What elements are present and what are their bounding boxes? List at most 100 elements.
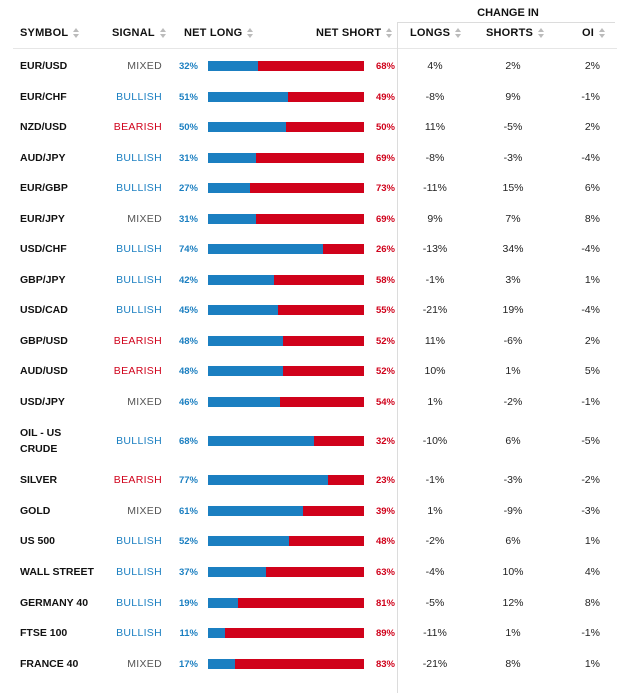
net-short-value: 48% (375, 535, 395, 547)
sentiment-bar (208, 649, 364, 679)
oi-change-cell: -3% (581, 505, 600, 517)
oi-change-cell: -5% (581, 435, 600, 447)
column-header-net-long[interactable]: NET LONG (184, 27, 254, 39)
symbol-cell[interactable]: GBP/JPY (20, 274, 66, 286)
symbol-cell[interactable]: EUR/USD (20, 60, 68, 72)
table-row[interactable]: GERMANY 40 BULLISH 19% 81% -5% 12% 8% (0, 588, 617, 618)
longs-change-cell: -10% (422, 435, 448, 447)
shorts-change-cell: -9% (503, 505, 523, 517)
symbol-cell[interactable]: GOLD (20, 505, 51, 517)
column-header-longs[interactable]: LONGS (410, 27, 462, 39)
sentiment-bar (208, 265, 364, 295)
symbol-cell[interactable]: SILVER (20, 474, 58, 486)
net-long-bar (208, 153, 256, 163)
symbol-cell[interactable]: GERMANY 40 (20, 597, 89, 609)
sentiment-bar (208, 418, 364, 464)
shorts-change-cell: -3% (503, 152, 523, 164)
net-long-bar (208, 61, 258, 71)
signal-cell: MIXED (127, 396, 162, 408)
longs-change-cell: 9% (427, 213, 443, 225)
symbol-cell[interactable]: USD/JPY (20, 396, 65, 408)
symbol-cell[interactable]: USD/CHF (20, 243, 67, 255)
symbol-cell[interactable]: EUR/JPY (20, 213, 65, 225)
table-row[interactable]: AUD/JPY BULLISH 31% 69% -8% -3% -4% (0, 143, 617, 173)
longs-change-cell: -1% (425, 474, 445, 486)
column-header-oi[interactable]: OI (582, 27, 606, 39)
net-short-bar (208, 92, 364, 102)
table-row[interactable]: EUR/CHF BULLISH 51% 49% -8% 9% -1% (0, 82, 617, 112)
sentiment-bar (208, 618, 364, 648)
sentiment-bar (208, 295, 364, 325)
table-row[interactable]: AUD/USD BEARISH 48% 52% 10% 1% 5% (0, 356, 617, 386)
sentiment-bar (208, 465, 364, 495)
table-row[interactable]: GOLD MIXED 61% 39% 1% -9% -3% (0, 496, 617, 526)
symbol-cell[interactable]: AUD/USD (20, 365, 68, 377)
shorts-change-cell: -5% (503, 121, 523, 133)
column-header-net-short[interactable]: NET SHORT (316, 27, 393, 39)
table-row[interactable]: GBP/USD BEARISH 48% 52% 11% -6% 2% (0, 326, 617, 356)
longs-change-cell: -21% (422, 658, 448, 670)
symbol-cell[interactable]: FTSE 100 (20, 627, 68, 639)
table-row[interactable]: OIL - US CRUDE BULLISH 68% 32% -10% 6% -5% (0, 418, 617, 464)
net-short-value: 52% (375, 335, 395, 347)
oi-change-cell: 2% (584, 121, 600, 133)
table-row[interactable]: FRANCE 40 MIXED 17% 83% -21% 8% 1% (0, 649, 617, 679)
table-row[interactable]: EUR/JPY MIXED 31% 69% 9% 7% 8% (0, 204, 617, 234)
net-short-bar (208, 214, 364, 224)
symbol-cell[interactable]: USD/CAD (20, 304, 68, 316)
symbol-cell[interactable]: WALL STREET (20, 566, 94, 578)
shorts-change-cell: 15% (502, 182, 524, 194)
table-row[interactable]: USD/CHF BULLISH 74% 26% -13% 34% -4% (0, 234, 617, 264)
net-long-value: 52% (178, 535, 198, 547)
symbol-cell[interactable]: FRANCE 40 (20, 658, 79, 670)
change-in-heading: CHANGE IN (477, 7, 539, 19)
net-long-bar (208, 659, 235, 669)
table-row[interactable]: NZD/USD BEARISH 50% 50% 11% -5% 2% (0, 112, 617, 142)
signal-cell: BEARISH (113, 121, 162, 133)
table-row[interactable]: GBP/JPY BULLISH 42% 58% -1% 3% 1% (0, 265, 617, 295)
sentiment-bar (208, 234, 364, 264)
sentiment-bar (208, 588, 364, 618)
oi-change-cell: -1% (581, 627, 600, 639)
longs-change-cell: 1% (427, 505, 443, 517)
change-section-divider (397, 22, 398, 693)
symbol-cell[interactable]: EUR/CHF (20, 91, 67, 103)
table-row[interactable]: USD/CAD BULLISH 45% 55% -21% 19% -4% (0, 295, 617, 325)
net-long-value: 68% (178, 435, 198, 447)
shorts-change-cell: 2% (505, 60, 521, 72)
symbol-cell[interactable]: OIL - US CRUDE (20, 427, 62, 455)
sentiment-bar (208, 356, 364, 386)
symbol-cell[interactable]: NZD/USD (20, 121, 67, 133)
longs-change-cell: 1% (427, 396, 443, 408)
table-row[interactable]: SILVER BEARISH 77% 23% -1% -3% -2% (0, 465, 617, 495)
net-long-value: 19% (178, 597, 198, 609)
table-row[interactable]: EUR/USD MIXED 32% 68% 4% 2% 2% (0, 51, 617, 81)
longs-change-cell: -13% (422, 243, 448, 255)
table-row[interactable]: EUR/GBP BULLISH 27% 73% -11% 15% 6% (0, 173, 617, 203)
symbol-cell[interactable]: AUD/JPY (20, 152, 66, 164)
net-long-bar (208, 305, 278, 315)
net-long-bar (208, 628, 225, 638)
table-row[interactable]: US 500 BULLISH 52% 48% -2% 6% 1% (0, 526, 617, 556)
table-row[interactable]: WALL STREET BULLISH 37% 63% -4% 10% 4% (0, 557, 617, 587)
sentiment-bar (208, 387, 364, 417)
oi-change-cell: -4% (581, 243, 600, 255)
net-short-value: 89% (375, 627, 395, 639)
symbol-cell[interactable]: EUR/GBP (20, 182, 68, 194)
net-long-value: 32% (178, 60, 198, 72)
symbol-cell[interactable]: US 500 (20, 535, 56, 547)
symbol-cell[interactable]: GBP/USD (20, 335, 68, 347)
table-row[interactable]: USD/JPY MIXED 46% 54% 1% -2% -1% (0, 387, 617, 417)
column-header-shorts[interactable]: SHORTS (486, 27, 545, 39)
signal-cell: BULLISH (116, 627, 162, 639)
signal-cell: BEARISH (113, 474, 162, 486)
net-long-value: 46% (178, 396, 198, 408)
signal-cell: BULLISH (116, 182, 162, 194)
column-header-signal[interactable]: SIGNAL (112, 27, 166, 39)
table-row[interactable]: FTSE 100 BULLISH 11% 89% -11% 1% -1% (0, 618, 617, 648)
shorts-change-cell: 1% (505, 365, 521, 377)
signal-cell: MIXED (127, 60, 162, 72)
net-long-value: 61% (178, 505, 198, 517)
column-header-symbol[interactable]: SYMBOL (20, 27, 80, 39)
net-long-bar (208, 436, 314, 446)
